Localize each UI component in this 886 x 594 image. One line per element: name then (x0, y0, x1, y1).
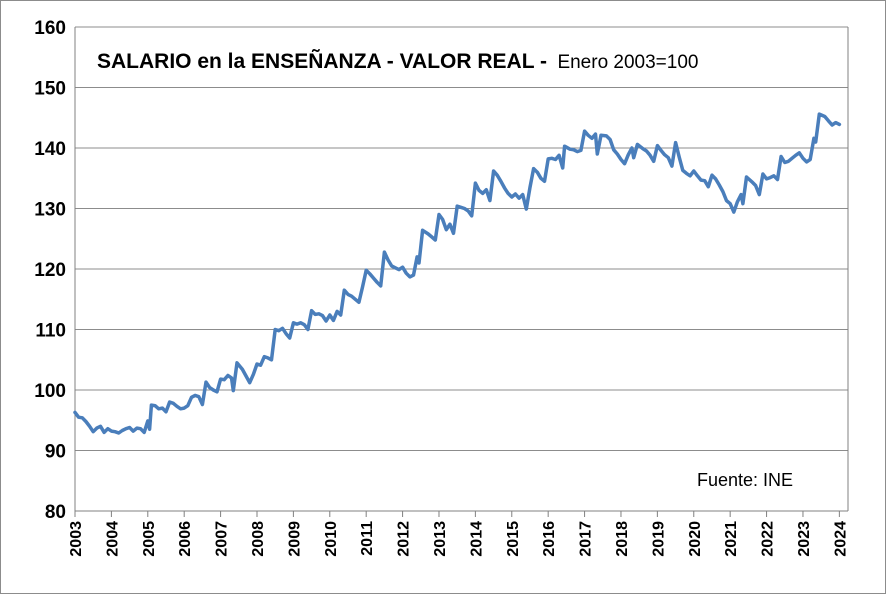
chart-title: SALARIO en la ENSEÑANZA - VALOR REAL - E… (97, 50, 698, 73)
x-tick-label: 2021 (723, 521, 740, 557)
x-tick-label: 2023 (796, 521, 813, 557)
y-tick-label: 100 (34, 381, 66, 402)
x-tick-labels: 2003 2004 2005 2006 2007 2008 2009 2010 2011 2012… (68, 511, 849, 557)
x-tick-label: 2006 (177, 521, 194, 557)
y-tick-label: 90 (45, 442, 66, 463)
y-tick-label: 110 (35, 321, 66, 342)
x-tick-label: 2010 (323, 521, 340, 557)
x-tick-label: 2013 (432, 521, 449, 557)
x-tick-label: 2009 (286, 521, 303, 557)
gridlines (75, 26, 848, 451)
y-tick-label: 130 (34, 200, 66, 221)
x-tick-label: 2011 (359, 521, 376, 556)
y-tick-label: 140 (34, 139, 66, 160)
x-tick-label: 2016 (541, 521, 558, 557)
y-tick-labels: 80 90 100 110 120 130 140 150 160 (34, 18, 66, 523)
source-label: Fuente: INE (697, 470, 793, 490)
x-tick-label: 2012 (396, 521, 413, 557)
x-tick-label: 2004 (104, 521, 121, 557)
x-tick-label: 2003 (68, 521, 85, 557)
x-tick-label: 2005 (141, 521, 158, 557)
x-tick-label: 2014 (468, 521, 485, 557)
x-tick-label: 2022 (760, 521, 777, 557)
x-tick-label: 2024 (832, 521, 849, 557)
y-tick-label: 160 (34, 18, 66, 39)
x-tick-label: 2018 (614, 521, 631, 557)
chart-title-main: SALARIO en la ENSEÑANZA - VALOR REAL - (97, 50, 547, 73)
x-tick-label: 2019 (650, 521, 667, 557)
x-tick-label: 2015 (505, 521, 522, 557)
series-line (73, 112, 842, 435)
chart-subtitle: Enero 2003=100 (557, 52, 698, 73)
x-tick-label: 2020 (687, 521, 704, 557)
y-tick-label: 120 (34, 260, 66, 281)
y-tick-label: 80 (45, 502, 66, 523)
axes (74, 27, 849, 512)
x-tick-label: 2008 (250, 521, 267, 557)
x-tick-label: 2007 (214, 521, 231, 557)
y-tick-label: 150 (34, 79, 66, 100)
x-tick-label: 2017 (578, 521, 595, 557)
